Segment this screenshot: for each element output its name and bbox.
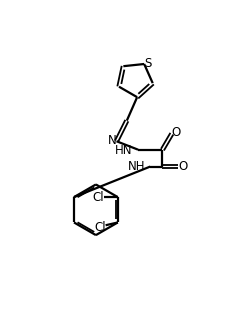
Text: Cl: Cl	[92, 191, 104, 204]
Text: NH: NH	[128, 160, 145, 173]
Text: O: O	[178, 160, 187, 173]
Text: Cl: Cl	[94, 221, 106, 234]
Text: O: O	[171, 126, 181, 139]
Text: N: N	[108, 134, 117, 147]
Text: S: S	[145, 56, 152, 69]
Text: HN: HN	[115, 144, 133, 157]
